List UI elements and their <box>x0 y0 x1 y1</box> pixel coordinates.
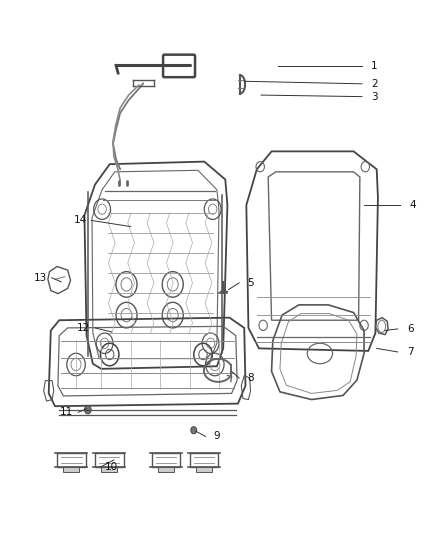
Text: 3: 3 <box>371 92 378 102</box>
Polygon shape <box>158 467 174 472</box>
Text: 8: 8 <box>247 373 254 383</box>
Text: 12: 12 <box>77 323 90 333</box>
Text: 13: 13 <box>34 273 47 283</box>
Text: 5: 5 <box>247 278 254 288</box>
Text: 7: 7 <box>407 347 413 357</box>
Text: 1: 1 <box>371 61 378 71</box>
Circle shape <box>191 426 197 434</box>
Text: 4: 4 <box>409 200 416 210</box>
Polygon shape <box>64 467 79 472</box>
Text: 6: 6 <box>407 324 413 334</box>
Circle shape <box>85 406 91 414</box>
Polygon shape <box>196 467 212 472</box>
Text: 10: 10 <box>105 462 118 472</box>
Text: 9: 9 <box>214 431 220 441</box>
Text: 11: 11 <box>60 407 74 417</box>
Text: 14: 14 <box>74 215 87 225</box>
Text: 2: 2 <box>371 79 378 89</box>
Polygon shape <box>101 467 117 472</box>
